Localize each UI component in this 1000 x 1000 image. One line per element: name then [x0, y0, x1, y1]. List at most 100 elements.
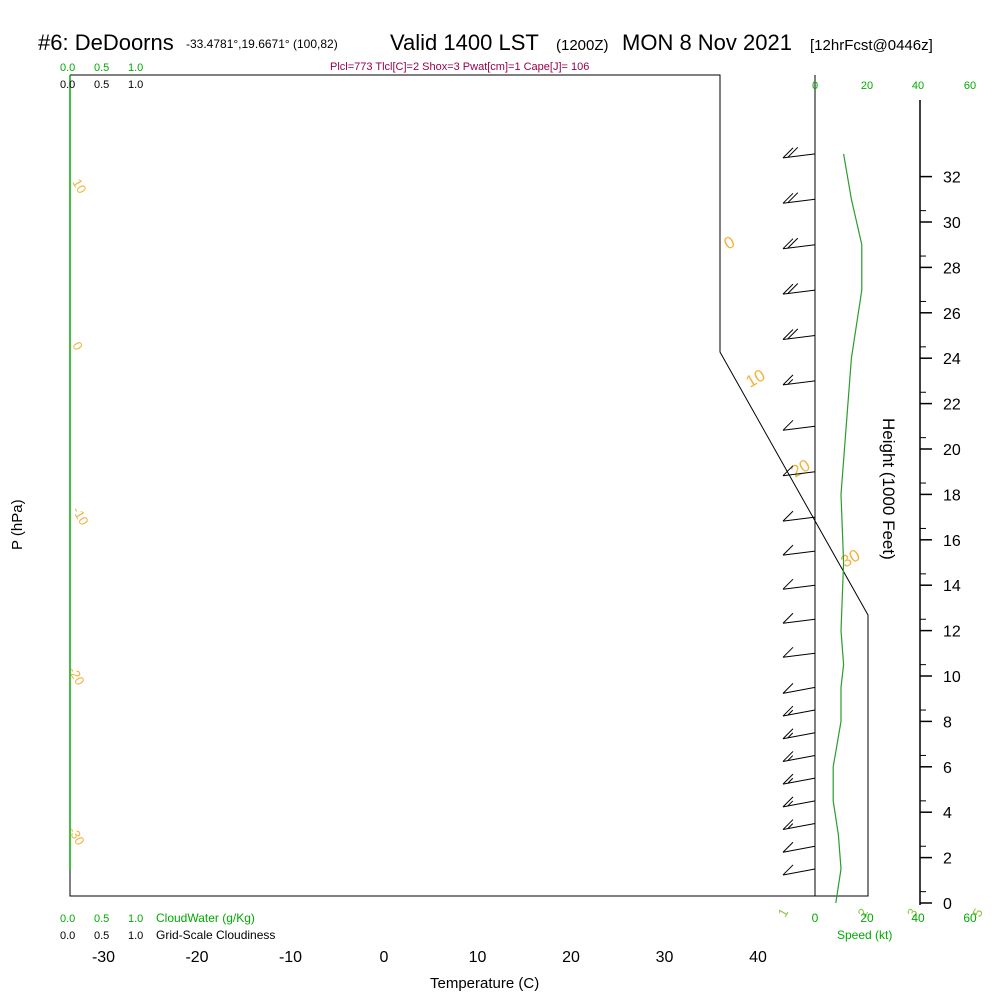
wind-barb-half [787, 823, 794, 830]
wind-barb-flag [787, 237, 799, 249]
speed-tick-top: 40 [912, 80, 924, 92]
temperature-tick-label: 20 [562, 949, 580, 966]
cloudiness-bottom-1: 0.5 [94, 930, 109, 942]
wind-barb-flag [782, 192, 794, 204]
height-tick-label: 4 [943, 805, 952, 822]
temperature-tick-label: 10 [469, 949, 487, 966]
cloudwater-top-2: 1.0 [128, 62, 143, 74]
wind-barb-half [787, 378, 794, 385]
wind-barb [782, 686, 816, 694]
wind-barb [782, 868, 816, 876]
speed-tick-top: 60 [964, 80, 976, 92]
forecast-label: [12hrFcst@0446z] [810, 37, 933, 54]
height-axis-label: Height (1000 Feet) [879, 418, 898, 560]
wind-barb-flag [782, 728, 794, 740]
speed-tick-top: 0 [812, 80, 818, 92]
wind-barb [782, 845, 816, 853]
temperature-tick-label: -30 [92, 949, 115, 966]
cloudwater-label: CloudWater (g/Kg) [156, 911, 255, 925]
station-title: #6: DeDoorns [38, 30, 174, 55]
valid-time: Valid 1400 LST [390, 30, 539, 55]
cloud-scale: 0.0 0.5 1.0 0.0 0.5 1.0 0.0 0.5 1.0 Clou… [60, 62, 275, 942]
height-tick-label: 6 [943, 760, 952, 777]
wind-barb-flag [782, 510, 794, 522]
wind-barb-flag [782, 682, 794, 694]
wind-barb-flag [782, 147, 794, 159]
dry-adiabat-label: 0 [69, 339, 86, 353]
height-tick-label: 2 [943, 851, 952, 868]
stability-indices: Plcl=773 Tlcl[C]=2 Shox=3 Pwat[cm]=1 Cap… [330, 61, 589, 73]
height-tick-label: 32 [943, 170, 961, 187]
speed-tick-bottom: 0 [812, 911, 819, 925]
cloudiness-top-2: 1.0 [128, 79, 143, 91]
height-tick-label: 26 [943, 306, 961, 323]
cloudiness-bottom-0: 0.0 [60, 930, 75, 942]
wind-barb [782, 652, 816, 658]
wind-barb-half [787, 800, 794, 807]
wind-barb [782, 618, 816, 624]
isotherm-label: 20 [788, 456, 814, 482]
height-tick-label: 16 [943, 533, 961, 550]
station-coords: -33.4781°,19.6671° (100,82) [186, 37, 338, 51]
wind-barb-flag [782, 751, 794, 762]
isotherm-label: 10 [743, 366, 769, 392]
cloudiness-label: Grid-Scale Cloudiness [156, 928, 275, 942]
dry-adiabat-label: 10 [69, 176, 89, 196]
mixing-ratio-label: 1 [775, 906, 792, 920]
header: #6: DeDoorns -33.4781°,19.6671° (100,82)… [38, 30, 933, 73]
wind-barb-flag [782, 796, 794, 808]
temperature-tick-label: 30 [656, 949, 674, 966]
cloudwater-top-1: 0.5 [94, 62, 109, 74]
wind-barb-half [787, 709, 794, 716]
cloudiness-top-0: 0.0 [60, 79, 75, 91]
zulu-time: (1200Z) [556, 37, 609, 54]
wind-barb [782, 584, 816, 590]
height-tick-label: 18 [943, 487, 961, 504]
height-tick-label: 28 [943, 260, 961, 277]
wind-barb-flag [782, 544, 794, 556]
height-tick-label: 14 [943, 578, 961, 595]
wind-barb-half [787, 755, 794, 761]
speed-tick-bottom: 40 [911, 911, 925, 925]
cloudiness-top-1: 0.5 [94, 79, 109, 91]
height-tick-label: 12 [943, 624, 961, 641]
dry-adiabat-label: -30 [65, 824, 87, 848]
wind-speed-line [832, 153, 863, 904]
height-tick-label: 30 [943, 215, 961, 232]
cloudwater-bottom-1: 0.5 [94, 913, 109, 925]
wind-barb-flag [782, 329, 794, 340]
wind-barb-flag [782, 283, 794, 295]
wind-barb-flag [782, 819, 794, 830]
wind-barb-flag [782, 578, 794, 590]
temperature-tick-label: 40 [749, 949, 767, 966]
wind-barb-flag [782, 646, 794, 658]
wind-barb-flag [787, 192, 799, 204]
dry-adiabat-label: -10 [69, 504, 91, 528]
cloudiness-bottom-2: 1.0 [128, 930, 143, 942]
wind-barb-half [787, 732, 794, 739]
height-tick-label: 20 [943, 442, 961, 459]
x-axis-label: Temperature (C) [430, 975, 539, 992]
cloudwater-bottom-0: 0.0 [60, 913, 75, 925]
wind-barb [782, 516, 816, 522]
axes: 123581220100-10-20-300102030250300400500… [65, 176, 986, 966]
frame-outline [69, 74, 869, 897]
height-tick-label: 8 [943, 714, 952, 731]
wind-barb [782, 550, 816, 556]
wind-barb-flag [782, 374, 794, 386]
y-axis-label: P (hPa) [9, 499, 26, 550]
plot-frame [69, 74, 869, 897]
cloudwater-bottom-2: 1.0 [128, 913, 143, 925]
valid-date: MON 8 Nov 2021 [622, 30, 792, 55]
height-tick-label: 0 [943, 896, 952, 913]
dry-adiabat-label: -20 [65, 664, 87, 688]
isotherm-label: 0 [721, 232, 739, 253]
wind-barb-flag [782, 773, 794, 785]
wind-barb-flag [782, 864, 794, 876]
wind-barb-flag [782, 419, 794, 431]
wind-barb-flag [782, 612, 794, 624]
wind-barb-half [787, 777, 794, 784]
